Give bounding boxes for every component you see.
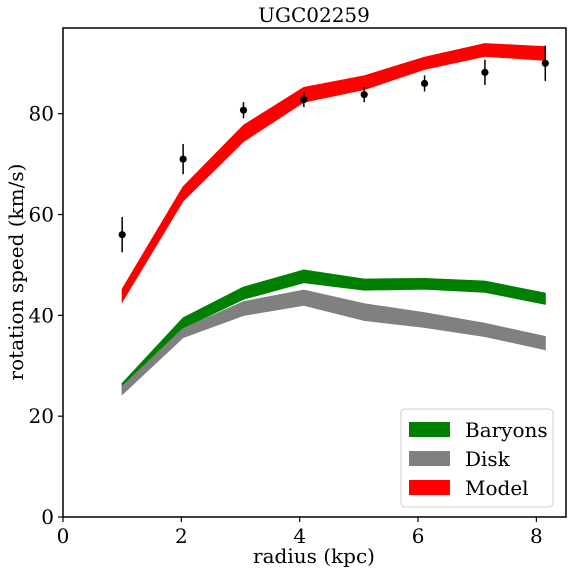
- legend-label-disk: Disk: [465, 447, 511, 471]
- legend-label-model: Model: [465, 476, 529, 500]
- legend-label-baryons: Baryons: [465, 418, 548, 442]
- y-tick-label: 0: [41, 505, 54, 529]
- data-point: [179, 155, 187, 163]
- legend-items: Baryons Disk Model: [409, 418, 548, 500]
- band-disk: [121, 289, 546, 396]
- chart-title: UGC02259: [258, 3, 370, 27]
- data-point: [541, 59, 549, 67]
- x-tick-label: 8: [530, 524, 543, 548]
- band-layer: [121, 43, 546, 396]
- legend-swatch-model: [409, 480, 450, 495]
- x-tick-label: 6: [412, 524, 425, 548]
- band-baryons: [121, 269, 546, 393]
- data-point: [420, 79, 429, 88]
- y-tick-label: 20: [29, 404, 54, 428]
- x-axis-ticks: 0 2 4 6 8: [57, 517, 543, 548]
- observed-points-layer: [118, 45, 549, 253]
- x-tick-label: 0: [57, 524, 70, 548]
- legend-swatch-disk: [409, 451, 450, 466]
- x-axis-label: radius (kpc): [253, 544, 375, 568]
- y-tick-label: 40: [29, 303, 54, 327]
- data-point: [360, 90, 368, 99]
- legend: Baryons Disk Model: [400, 408, 554, 508]
- legend-swatch-baryons: [409, 422, 450, 437]
- data-point: [300, 95, 308, 104]
- data-point: [481, 68, 489, 76]
- data-point: [118, 231, 126, 239]
- x-tick-label: 4: [293, 524, 306, 548]
- data-point: [239, 106, 248, 114]
- y-tick-label: 60: [29, 203, 54, 227]
- y-axis-ticks: 0 20 40 60 80: [29, 102, 63, 529]
- y-axis-label: rotation speed (km/s): [4, 164, 28, 381]
- x-tick-label: 2: [175, 524, 188, 548]
- plot-frame: [62, 27, 567, 518]
- y-tick-label: 80: [29, 102, 54, 126]
